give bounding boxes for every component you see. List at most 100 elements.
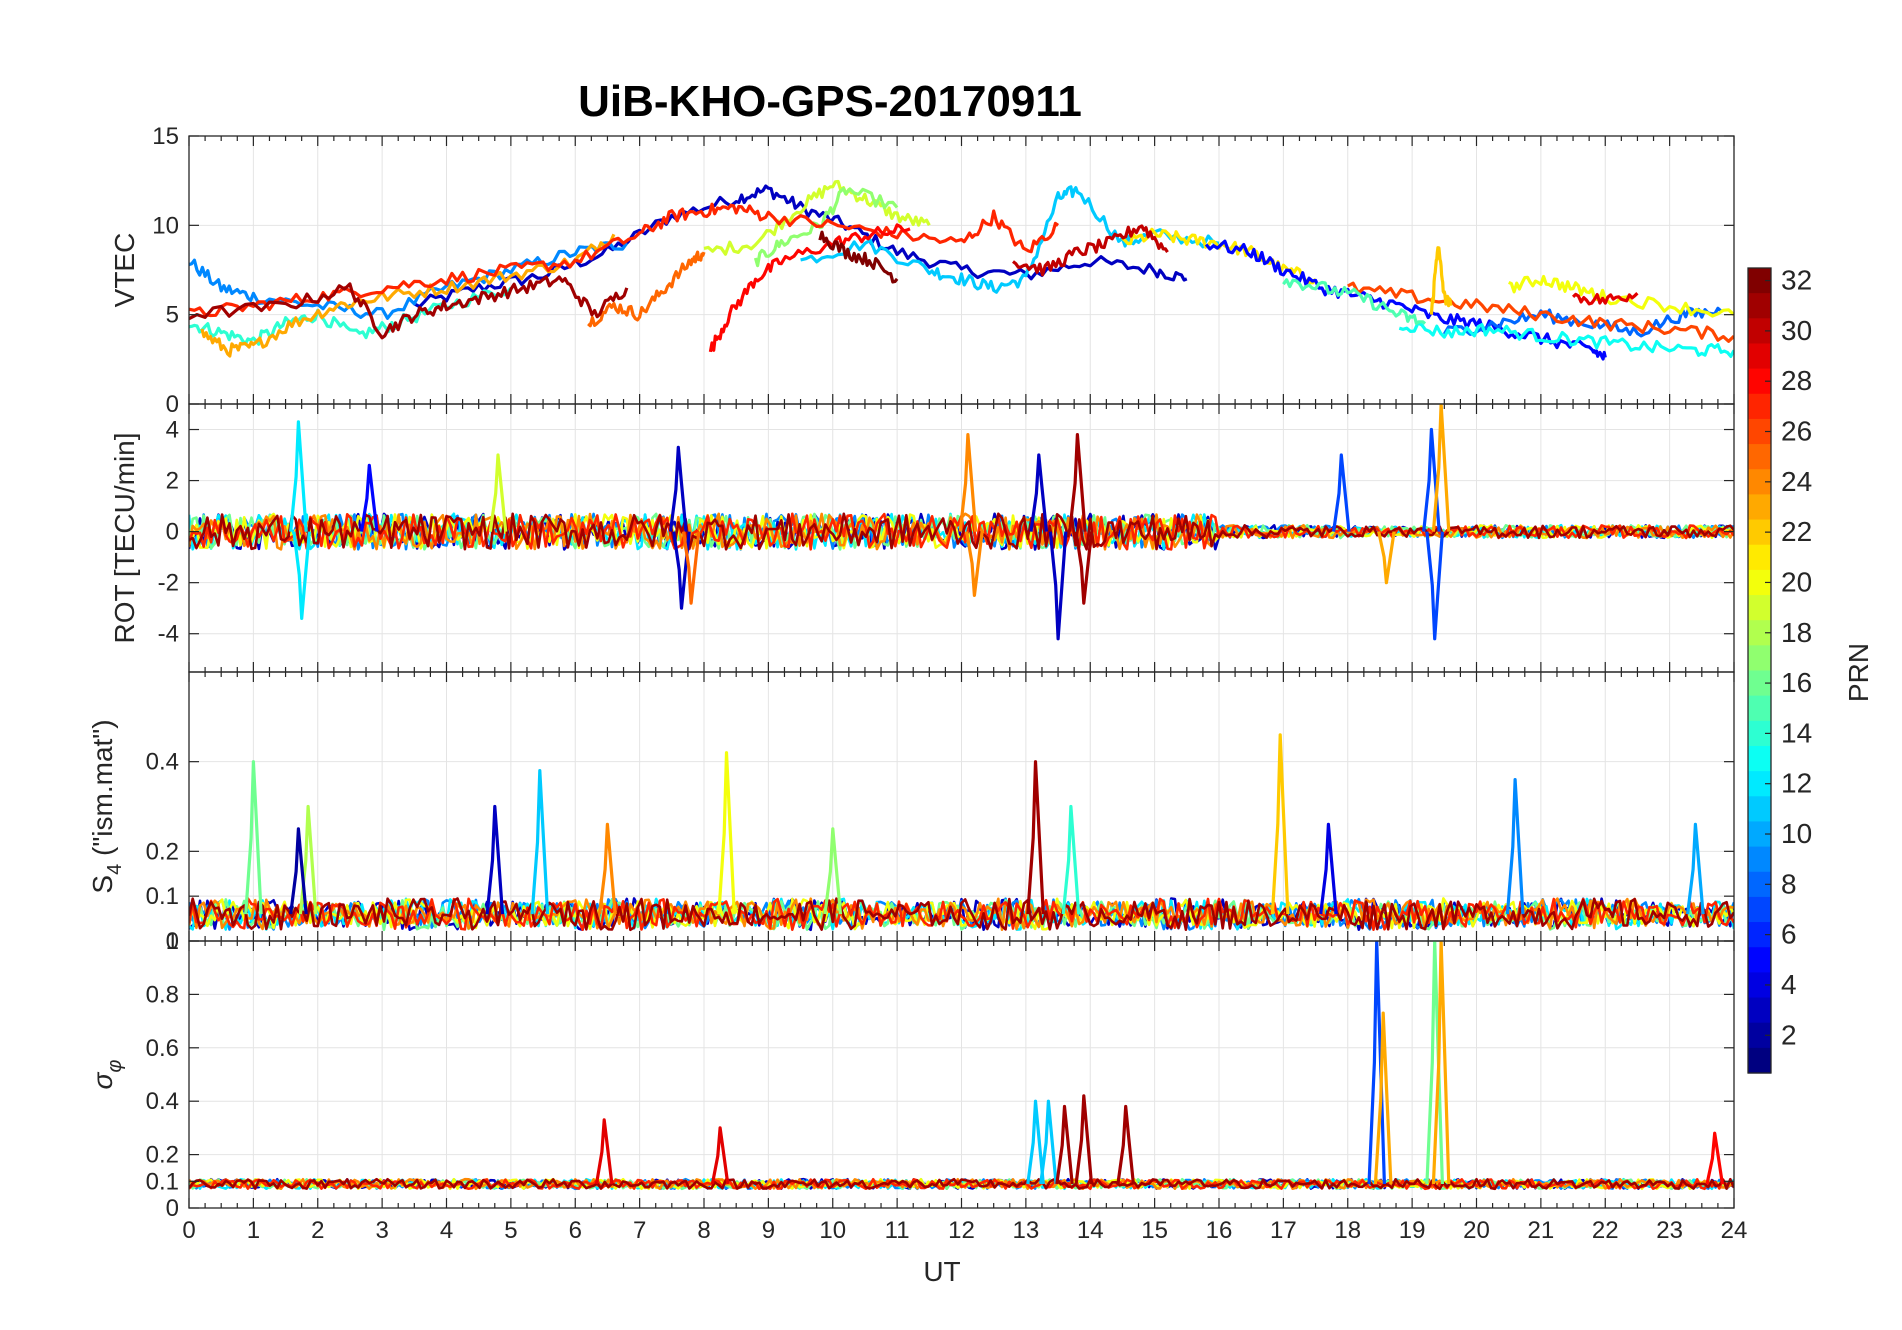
y-tick-label: 0.2 [146,838,179,865]
rot-spike [1377,531,1396,585]
sigma_phi-spike [594,1118,614,1185]
vtec-series-prn-13 [1398,321,1734,358]
colorbar-tick-label: 30 [1781,315,1812,346]
rot-spike [668,445,688,532]
y-tick-label: -4 [158,621,179,648]
colorbar-tick-label: 8 [1781,868,1797,899]
s4-spike [717,751,736,915]
y-axis-label-vtec: VTEC [109,233,140,308]
colorbar-swatch [1748,796,1771,823]
x-tick-label: 13 [1013,1217,1040,1244]
sigma_phi-series-prn-31 [189,1177,1734,1191]
colorbar-swatch [1748,720,1771,747]
colorbar-swatch [1748,846,1771,873]
rot-spike [1048,531,1068,641]
x-tick-label: 0 [182,1217,195,1244]
x-tick-label: 8 [697,1217,710,1244]
y-tick-label: 1 [166,928,179,955]
colorbar-tick-label: 4 [1781,969,1797,1000]
colorbar-swatch [1748,544,1771,571]
y-tick-label: 0.4 [146,749,179,776]
s4-spike [598,822,617,915]
colorbar-swatch [1748,519,1771,546]
y-tick-label: 0.1 [146,1168,179,1195]
s4-spike [1270,733,1290,915]
x-tick-label: 7 [633,1217,646,1244]
s4-spike [530,768,550,915]
vtec-series-prn-26 [1347,281,1734,343]
y-tick-label: 0 [166,928,179,955]
rot-spike [289,420,308,532]
y-tick-label: 0 [166,391,179,418]
vtec-series-prn-15 [1282,278,1427,326]
sigma_phi-spike [710,1126,730,1185]
colorbar-swatch [1748,418,1771,445]
sigma_phi-spike [1373,1011,1393,1185]
rot-spike [1425,531,1444,641]
y-tick-label: 2 [166,468,179,495]
colorbar-frame [1747,267,1772,1074]
colorbar-tick-label: 32 [1781,265,1812,296]
plot-area-vtec [189,179,1734,361]
colorbar-tick-label: 18 [1781,617,1812,648]
x-axis-label: UT [923,1256,960,1287]
colorbar-swatch [1748,393,1771,420]
rot-spike [1074,531,1094,605]
x-tick-label: 10 [819,1217,846,1244]
x-tick-label: 23 [1656,1217,1683,1244]
rot-spike [488,453,508,532]
colorbar-tick-label: 12 [1781,768,1812,799]
panel-vtec: 0 5 10 15 VTEC [109,123,1735,418]
colorbar-swatch [1748,620,1771,646]
x-tick-label: 6 [569,1217,582,1244]
vtec-series-prn-9 [189,241,629,320]
y-tick-label: 15 [152,123,179,150]
plot-area-rot [189,404,1734,641]
y-axis-label-rot: ROT [TECU/min] [109,432,140,643]
y-tick-label: 5 [166,302,179,329]
s4-spike [823,827,843,915]
x-tick-label: 22 [1592,1217,1619,1244]
colorbar-swatch [1748,595,1771,621]
s4-series-prn-31 [189,897,1734,932]
vtec-series-prn-28 [708,223,911,353]
colorbar-tick-label: 6 [1781,919,1797,950]
plot-area-sigma_phi [189,941,1734,1191]
plot-area-s4 [189,733,1734,932]
s4-spike [1026,760,1045,915]
sigma_phi-spike [1705,1131,1724,1185]
colorbar-swatch [1748,444,1771,470]
x-tick-label: 12 [948,1217,975,1244]
colorbar-tick-label: 14 [1781,717,1812,748]
panel-s4: 0 0.1 0.2 0.4 S4 ("ism.mat") [87,671,1735,955]
colorbar-tick-label: 10 [1781,818,1812,849]
colorbar-swatch [1748,745,1771,772]
y-tick-label: 0.4 [146,1088,179,1115]
y-axis-label-s4: S4 ("ism.mat") [87,719,126,893]
vtec-series-prn-5 [1204,239,1607,361]
rot-spike [1029,453,1049,532]
colorbar-tick-label: 28 [1781,365,1812,396]
x-tick-label: 20 [1463,1217,1490,1244]
x-tick-label: 15 [1141,1217,1168,1244]
colorbar-tick-label: 22 [1781,516,1812,547]
x-tick-label: 18 [1334,1217,1361,1244]
vtec-series-prn-3 [413,184,1188,309]
s4-spike [244,760,263,915]
vtec-series-prn-31 [189,275,629,340]
colorbar-swatch [1748,343,1771,370]
x-tick-label: 9 [762,1217,775,1244]
vtec-series-prn-19 [703,179,931,256]
rot-spike [681,531,701,605]
y-axis-label-sigma_phi: σφ [87,1060,126,1090]
colorbar-label: PRN [1843,643,1874,702]
x-tick-label: 2 [311,1217,324,1244]
colorbar-swatch [1748,293,1771,319]
colorbar-swatch [1748,670,1771,697]
x-tick-label: 19 [1399,1217,1426,1244]
y-tick-label: 0.8 [146,981,179,1008]
sigma_phi-spike [1026,1099,1045,1185]
